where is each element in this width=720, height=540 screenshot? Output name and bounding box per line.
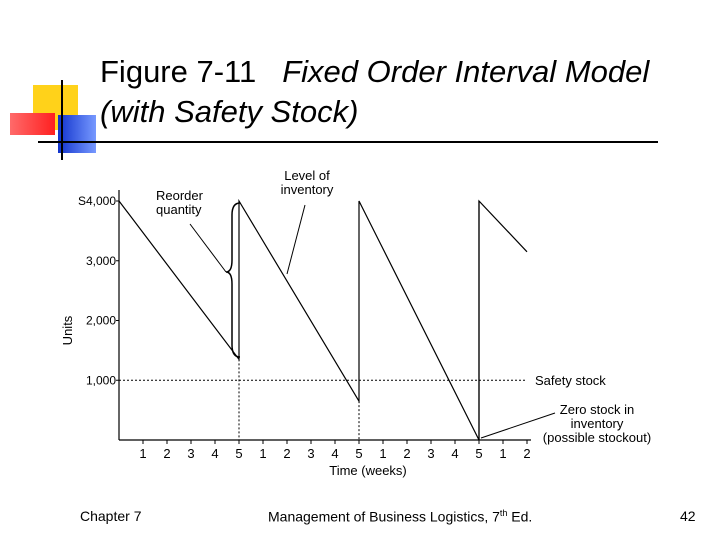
- level-of-inventory-pointer: [286, 204, 306, 275]
- slide-title: Figure 7-11 Fixed Order Interval Model: [100, 54, 649, 90]
- figure-number: Figure 7-11: [100, 54, 257, 89]
- zero-stock-label: Zero stock in inventory (possible stockout…: [543, 402, 651, 445]
- x-tick-label: 1: [139, 446, 146, 461]
- decor-blue-block: [58, 115, 96, 153]
- x-tick-label: 4: [451, 446, 458, 461]
- figure-title: Fixed Order Interval Model: [282, 54, 650, 89]
- decor-vertical-bar: [61, 80, 63, 160]
- footer-book: Management of Business Logistics, 7th Ed…: [268, 508, 533, 525]
- x-tick-label: 1: [259, 446, 266, 461]
- x-tick-label: 2: [283, 446, 290, 461]
- x-tick-label: 5: [475, 446, 482, 461]
- y-tick-label: 3,000: [86, 254, 116, 268]
- reorder-quantity-brace: [225, 202, 241, 358]
- footer-chapter: Chapter 7: [80, 508, 142, 524]
- y-tick-label: S4,000: [78, 194, 116, 208]
- y-tick-label: 1,000: [86, 373, 116, 387]
- level-of-inventory-label: Level of inventory: [281, 168, 334, 197]
- x-tick-label: 3: [427, 446, 434, 461]
- zero-stock-pointer: [480, 412, 556, 439]
- x-tick-label: 1: [379, 446, 386, 461]
- x-tick-label: 2: [163, 446, 170, 461]
- title-underline: [38, 141, 658, 143]
- x-tick-label: 3: [307, 446, 314, 461]
- x-tick-label: 4: [211, 446, 218, 461]
- inventory-level-line: [118, 198, 528, 441]
- x-tick-label: 5: [235, 446, 242, 461]
- page-number: 42: [680, 508, 696, 524]
- x-tick-label: 5: [355, 446, 362, 461]
- y-tick-label: 2,000: [86, 314, 116, 328]
- x-tick-label: 3: [187, 446, 194, 461]
- x-tick-label: 2: [523, 446, 530, 461]
- x-axis-label: Time (weeks): [329, 463, 407, 478]
- reorder-quantity-pointer: [189, 223, 227, 273]
- slide-subtitle: (with Safety Stock): [100, 94, 359, 129]
- y-axis-label: Units: [60, 315, 75, 345]
- x-tick-label: 1: [499, 446, 506, 461]
- x-tick-label: 2: [403, 446, 410, 461]
- x-tick-label: 4: [331, 446, 338, 461]
- decor-red-block: [10, 113, 55, 135]
- safety-stock-label: Safety stock: [535, 373, 606, 388]
- reorder-quantity-label: Reorder quantity: [156, 188, 204, 217]
